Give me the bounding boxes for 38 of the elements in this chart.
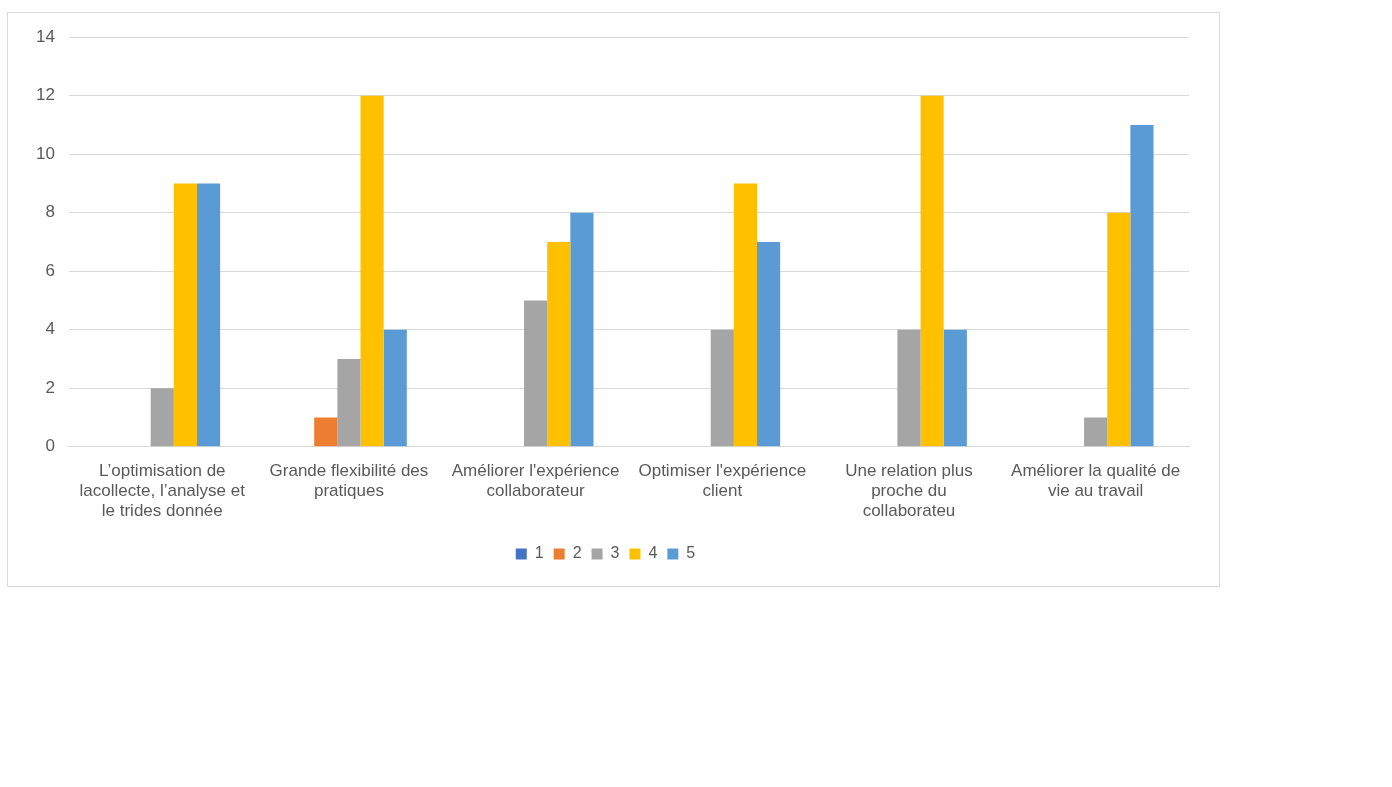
bar <box>524 300 548 447</box>
bar <box>173 183 197 447</box>
y-tick-label: 6 <box>45 260 55 280</box>
bar <box>1107 212 1131 447</box>
x-tick-label: Une relation plus proche du collaborateu <box>845 460 973 521</box>
bar <box>337 359 361 447</box>
legend-label: 4 <box>648 544 658 562</box>
bar <box>710 329 734 447</box>
bar <box>196 183 221 447</box>
bar <box>920 95 944 447</box>
x-tick-label: Grande flexibilité des pratiques <box>269 460 429 501</box>
y-tick-label: 4 <box>45 319 55 339</box>
legend-label: 3 <box>610 544 620 562</box>
x-tick-label: Améliorer la qualité de vie au travail <box>1011 460 1181 501</box>
x-tick-label: Optimiser l'expérience client <box>638 460 807 501</box>
bar <box>150 388 174 447</box>
y-tick-label: 12 <box>35 85 55 105</box>
bar <box>757 242 781 447</box>
bar <box>1130 124 1154 447</box>
bar <box>733 183 758 447</box>
bar <box>360 95 384 447</box>
bar <box>943 329 967 447</box>
bar <box>570 212 594 447</box>
x-tick-label: L’optimisation de lacollecte, l’analyse et le trides donnée <box>79 460 246 521</box>
y-tick-label: 8 <box>45 202 55 222</box>
bar <box>1084 417 1108 447</box>
legend-label: 2 <box>572 544 582 562</box>
x-tick-label: Améliorer l'expérience collaborateur <box>451 460 620 501</box>
bar <box>383 329 407 447</box>
y-tick-label: 0 <box>45 436 55 456</box>
legend-label: 5 <box>686 544 696 562</box>
legend-label: 1 <box>534 544 544 562</box>
bar <box>314 417 338 447</box>
y-tick-label: 14 <box>35 26 55 46</box>
y-tick-label: 10 <box>35 143 55 163</box>
bar <box>897 329 921 447</box>
y-tick-label: 2 <box>45 377 55 397</box>
bar <box>547 242 571 447</box>
